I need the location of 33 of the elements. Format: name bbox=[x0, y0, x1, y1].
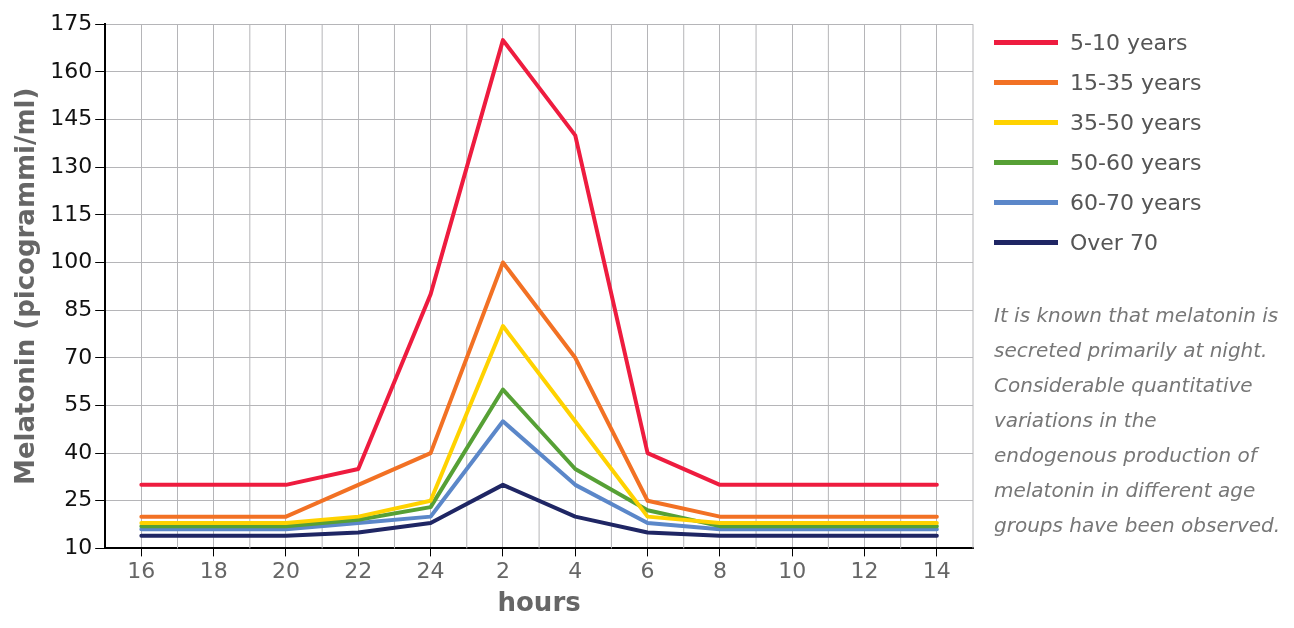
legend-label: 35-50 years bbox=[1070, 109, 1202, 135]
y-tick-label: 10 bbox=[64, 534, 93, 560]
x-tick-label: 12 bbox=[850, 558, 879, 584]
y-tick-label: 130 bbox=[50, 152, 93, 178]
x-tick-label: 4 bbox=[568, 558, 583, 584]
x-tick-label: 14 bbox=[922, 558, 951, 584]
x-tick-label: 6 bbox=[640, 558, 655, 584]
y-axis-title: Melatonin (picogrammi/ml) bbox=[10, 87, 41, 485]
text: It is known that melatonin is secreted primarily at night. Considerable quantitative variations in the endogenous production of melatonin in different age groups have been observed. bbox=[994, 302, 1282, 539]
x-tick-label: 18 bbox=[199, 558, 228, 584]
legend-label: 15-35 years bbox=[1070, 69, 1202, 95]
x-tick-label: 16 bbox=[127, 558, 156, 584]
y-tick-label: 115 bbox=[50, 200, 93, 226]
y-tick-label: 70 bbox=[64, 343, 93, 369]
x-axis-title: hours bbox=[497, 587, 581, 618]
x-tick-label: 20 bbox=[271, 558, 300, 584]
y-tick-label: 25 bbox=[64, 486, 93, 512]
x-tick-label: 8 bbox=[712, 558, 727, 584]
legend-label: 60-70 years bbox=[1070, 189, 1202, 215]
y-tick-label: 40 bbox=[64, 438, 93, 464]
y-tick-label: 145 bbox=[50, 105, 93, 131]
legend-label: 50-60 years bbox=[1070, 149, 1202, 175]
x-tick-label: 10 bbox=[778, 558, 807, 584]
y-tick-label: 100 bbox=[50, 248, 93, 274]
legend-label: 5-10 years bbox=[1070, 29, 1188, 55]
x-tick-label: 24 bbox=[416, 558, 445, 584]
y-tick-label: 160 bbox=[50, 57, 93, 83]
legend-label: Over 70 bbox=[1070, 229, 1158, 255]
x-tick-label: 22 bbox=[344, 558, 373, 584]
y-tick-label: 55 bbox=[64, 391, 93, 417]
y-tick-label: 85 bbox=[64, 295, 93, 321]
x-tick-label: 2 bbox=[495, 558, 510, 584]
y-tick-label: 175 bbox=[50, 9, 93, 35]
